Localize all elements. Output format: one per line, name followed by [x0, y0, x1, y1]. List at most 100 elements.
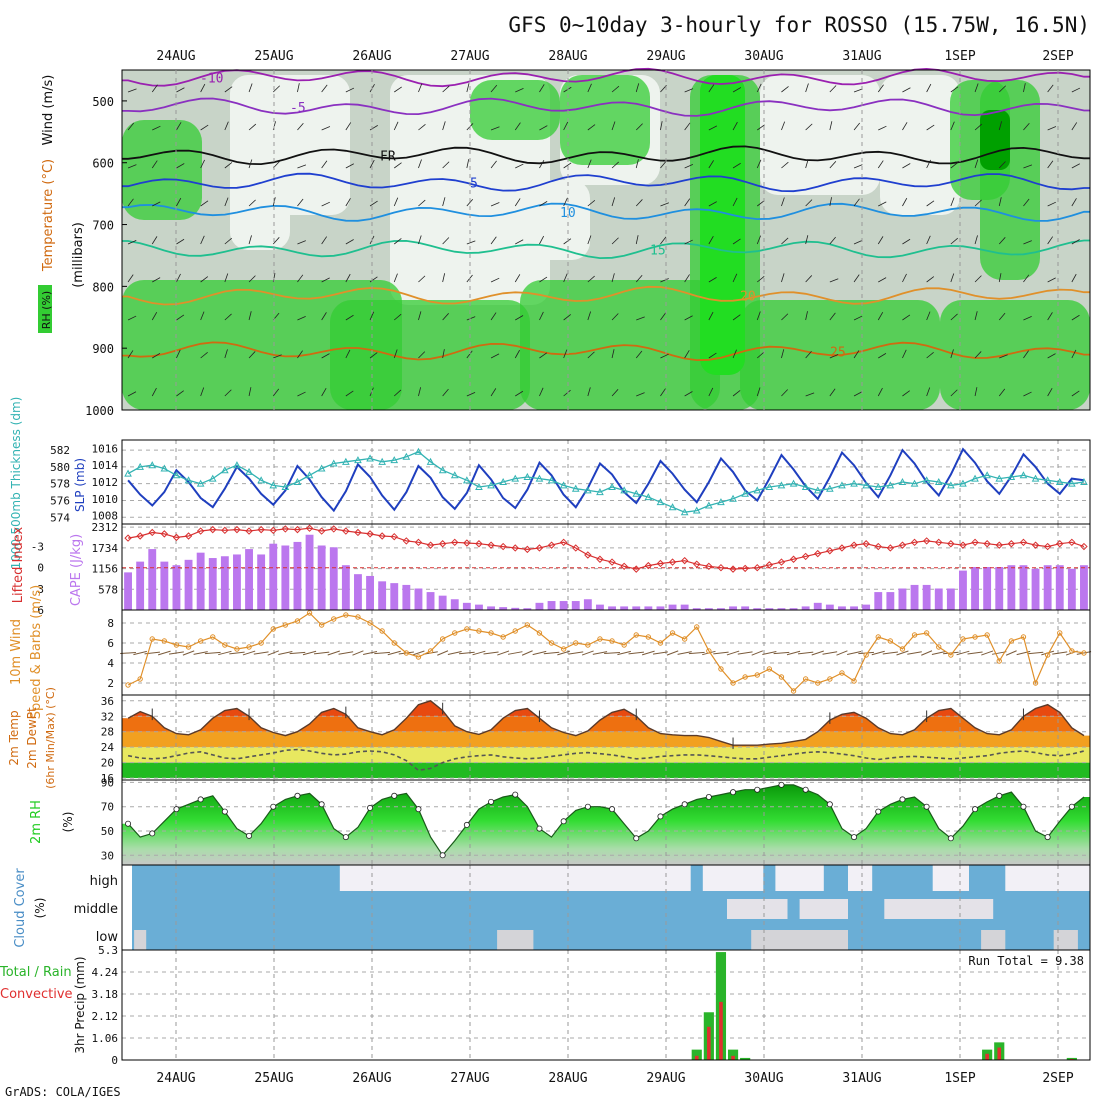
lifted-index-point — [245, 527, 253, 535]
wind-barb — [490, 353, 500, 359]
lifted-index-point — [426, 541, 435, 549]
dry-area — [880, 75, 960, 215]
thickness-point — [523, 472, 532, 480]
surface-wind-barb — [387, 650, 401, 656]
cape-bar — [535, 602, 544, 610]
wind-barb — [1047, 236, 1054, 245]
cape-bar — [547, 601, 556, 610]
top-day-labels: 24AUG 25AUG 26AUG 27AUG 28AUG 29AUG 30AUG 31AUG… — [156, 49, 1073, 64]
thickness-point — [656, 498, 665, 506]
wind-barb — [442, 121, 446, 131]
thickness-point — [354, 456, 362, 464]
rh-point — [1020, 803, 1027, 810]
wind-barb — [539, 276, 548, 283]
temp-tick-label: 24 — [101, 741, 115, 754]
wind-barb — [515, 87, 524, 93]
rh-point — [1044, 834, 1051, 841]
wind-barb — [805, 123, 813, 131]
wind-barb — [878, 277, 887, 283]
wind-barb — [732, 238, 741, 245]
precip-conv-bar — [997, 1047, 1002, 1060]
thickness-point — [765, 482, 774, 491]
lifted-index-point — [402, 537, 411, 545]
thickness-point — [281, 482, 290, 491]
wind-barb — [902, 314, 911, 321]
thickness-point — [922, 476, 931, 484]
cape-bar — [704, 608, 713, 610]
precip-tick-label: 0 — [111, 1054, 118, 1067]
wind-barb — [587, 387, 591, 397]
wind-barb — [878, 201, 887, 207]
wind-barb — [418, 311, 422, 321]
thickness-point — [1080, 477, 1088, 485]
wind-speed-point — [1057, 630, 1063, 636]
surface-wind-barb — [242, 650, 256, 656]
cape-bar — [765, 608, 774, 610]
wind-barb — [635, 274, 643, 283]
lifted-index-point — [499, 542, 507, 551]
isotherm-line — [122, 172, 1090, 193]
lifted-index-point — [596, 555, 604, 563]
rh-point — [947, 835, 954, 842]
thickness-point — [632, 489, 641, 497]
lifted-index-point — [947, 540, 955, 548]
wind-barb — [684, 274, 690, 283]
surface-wind-barb — [628, 651, 644, 655]
wind-speed-point — [500, 634, 506, 640]
wind-barb — [563, 389, 571, 397]
precip-total-bar — [740, 1057, 751, 1060]
wind-barb — [998, 388, 1006, 397]
cape-bar — [208, 558, 217, 610]
cape-axis-label: CAPE (J/kg) — [69, 534, 84, 606]
wind-barb — [998, 121, 1002, 131]
wind-barb — [1071, 390, 1080, 397]
wind-barb — [805, 392, 815, 397]
top-day-label: 2SEP — [1042, 49, 1073, 64]
cape-bar — [196, 552, 205, 610]
wind-barb — [660, 121, 663, 131]
lifted-index-point — [305, 524, 314, 532]
thickness-point — [971, 474, 979, 482]
wind-speed-point — [536, 630, 543, 636]
thickness-tick-label: 574 — [50, 511, 70, 524]
wind-speed-point — [210, 634, 216, 640]
wind-barb — [176, 87, 185, 93]
cloud-low-gap — [134, 930, 147, 950]
thickness-point — [826, 484, 834, 492]
surface-wind-barb — [1027, 651, 1044, 655]
wind-barb — [200, 124, 209, 131]
surface-wind-barb — [133, 650, 147, 656]
wind-barb — [926, 311, 931, 321]
wind-speed-point — [379, 628, 385, 634]
wind-speed-point — [609, 638, 615, 644]
wind-barb — [660, 353, 669, 359]
wind-barb — [684, 122, 691, 131]
surface-wind-barb — [847, 651, 862, 655]
isotherm-label: 20 — [740, 290, 756, 305]
cape-bar — [317, 545, 326, 610]
lifted-index-point — [414, 538, 423, 547]
wind-speed-point — [960, 636, 966, 642]
dry-area — [760, 75, 880, 195]
moist-area — [940, 300, 1090, 410]
wind-barb — [587, 200, 596, 207]
saturated-area — [980, 110, 1010, 170]
rh-point — [391, 792, 398, 799]
wind-speed-point — [560, 646, 567, 652]
wind-barb — [805, 199, 813, 207]
wind-barb — [200, 311, 205, 321]
precip-conv-bar — [719, 1001, 723, 1060]
cape-bar — [729, 606, 737, 610]
surface-wind-barb — [666, 650, 679, 656]
rh-point — [246, 832, 253, 839]
top-day-label: 28AUG — [548, 49, 587, 64]
cape-bar — [1007, 565, 1016, 610]
surface-wind-barb — [896, 650, 909, 656]
wind-barb — [515, 390, 524, 397]
wind-speed-point — [282, 622, 289, 628]
surface-wind-barb — [521, 650, 533, 656]
wind-barb — [418, 387, 422, 397]
wind-barb — [756, 276, 765, 283]
wind-speed-point — [851, 678, 857, 684]
wind-speed-point — [815, 680, 821, 686]
